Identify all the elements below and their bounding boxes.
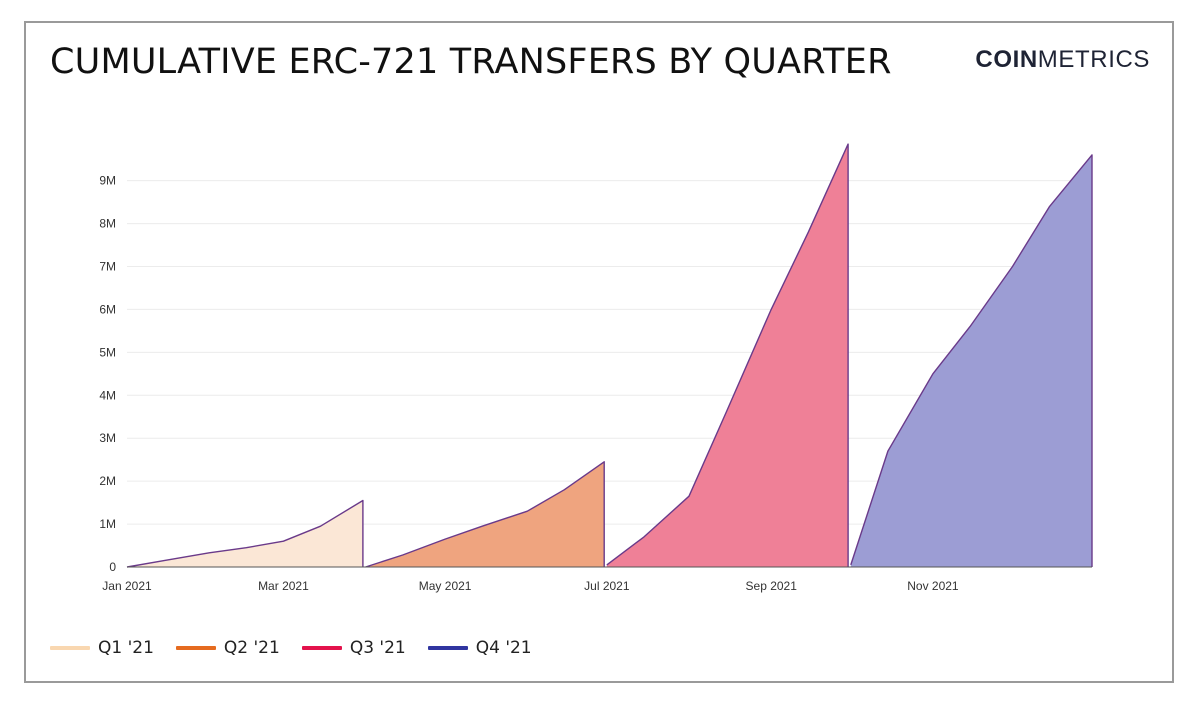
series-line-2 [365, 461, 605, 568]
y-tick-label: 7M [99, 259, 116, 273]
legend-swatch-q1 [50, 646, 90, 650]
chart-title: CUMULATIVE ERC-721 TRANSFERS BY QUARTER [50, 42, 892, 82]
series-line-3 [606, 143, 849, 567]
brand-logo: COINMETRICS [975, 46, 1150, 74]
legend-item-q3[interactable]: Q3 '21 [301, 638, 406, 658]
y-tick-label: 1M [99, 517, 116, 531]
series-line-1 [126, 499, 364, 568]
legend: Q1 '21 Q2 '21 Q3 '21 Q4 '21 [50, 638, 532, 658]
series-area-3 [606, 144, 849, 567]
series-area-2 [365, 461, 605, 567]
legend-item-q4[interactable]: Q4 '21 [427, 638, 532, 658]
legend-label-q4: Q4 '21 [475, 638, 532, 658]
x-tick-label: Jan 2021 [102, 579, 152, 593]
legend-label-q3: Q3 '21 [349, 638, 406, 658]
legend-item-q2[interactable]: Q2 '21 [175, 638, 280, 658]
brand-logo-bold: COIN [975, 46, 1038, 73]
y-tick-label: 0 [109, 560, 116, 574]
y-tick-label: 3M [99, 431, 116, 445]
area-series [126, 143, 1093, 568]
gridlines [127, 180, 1092, 525]
y-tick-label: 9M [99, 174, 116, 188]
y-axis-ticks: 0 1M 2M 3M 4M 5M 6M 7M 8M 9M [99, 174, 116, 574]
x-tick-label: Nov 2021 [907, 579, 959, 593]
series-area-1 [127, 500, 363, 567]
y-tick-label: 5M [99, 345, 116, 359]
x-tick-label: May 2021 [419, 579, 472, 593]
legend-label-q1: Q1 '21 [98, 638, 154, 658]
y-tick-label: 6M [99, 302, 116, 316]
y-tick-label: 8M [99, 217, 116, 231]
brand-logo-light: METRICS [1037, 46, 1150, 73]
legend-item-q1[interactable]: Q1 '21 [50, 638, 154, 658]
x-axis-ticks: Jan 2021 Mar 2021 May 2021 Jul 2021 Sep 2021… [102, 579, 959, 593]
series-area-4 [850, 154, 1092, 567]
x-tick-label: Mar 2021 [258, 579, 309, 593]
legend-swatch-q2 [175, 646, 216, 650]
legend-label-q2: Q2 '21 [223, 638, 280, 658]
y-tick-label: 2M [99, 474, 116, 488]
x-tick-label: Sep 2021 [746, 579, 798, 593]
series-line-4 [850, 154, 1093, 567]
legend-swatch-q3 [301, 646, 342, 650]
legend-swatch-q4 [427, 646, 468, 650]
y-tick-label: 4M [99, 388, 116, 402]
x-tick-label: Jul 2021 [584, 579, 630, 593]
